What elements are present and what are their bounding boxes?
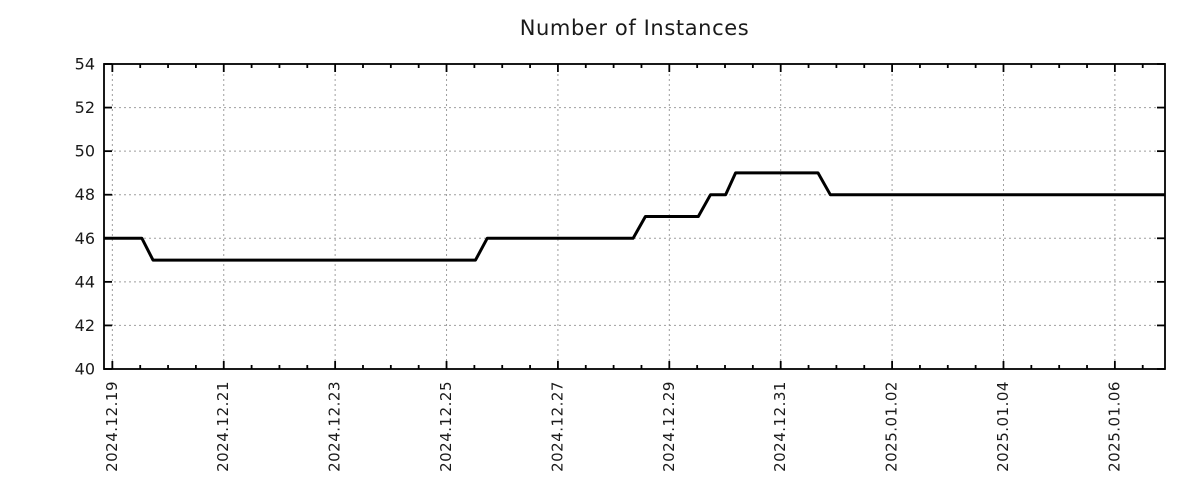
- y-axis-tick-label: 54: [75, 55, 95, 74]
- chart-title: Number of Instances: [519, 16, 750, 40]
- y-axis-tick-label: 52: [75, 98, 95, 117]
- y-axis-tick-label: 48: [75, 185, 95, 204]
- y-axis-tick-label: 44: [75, 272, 95, 291]
- y-axis-tick-label: 40: [75, 360, 95, 379]
- x-axis-tick-label: 2024.12.27: [548, 381, 566, 472]
- x-axis-tick-label: 2024.12.29: [660, 381, 678, 472]
- x-axis-tick-label: 2024.12.19: [103, 381, 121, 472]
- y-axis-tick-label: 50: [75, 142, 95, 161]
- x-axis-tick-label: 2025.01.06: [1105, 381, 1123, 472]
- x-axis-tick-label: 2024.12.23: [326, 381, 344, 472]
- x-axis-tick-label: 2025.01.02: [883, 381, 901, 472]
- x-axis-tick-label: 2024.12.21: [214, 381, 232, 472]
- y-axis-tick-label: 42: [75, 316, 95, 335]
- x-axis-tick-label: 2025.01.04: [994, 381, 1012, 472]
- data-line-instances: [104, 171, 1165, 262]
- x-axis-tick-label: 2024.12.25: [437, 381, 455, 472]
- y-axis-tick-label: 46: [75, 229, 95, 248]
- plot-frame: [103, 63, 1166, 370]
- x-axis-tick-label: 2024.12.31: [771, 381, 789, 472]
